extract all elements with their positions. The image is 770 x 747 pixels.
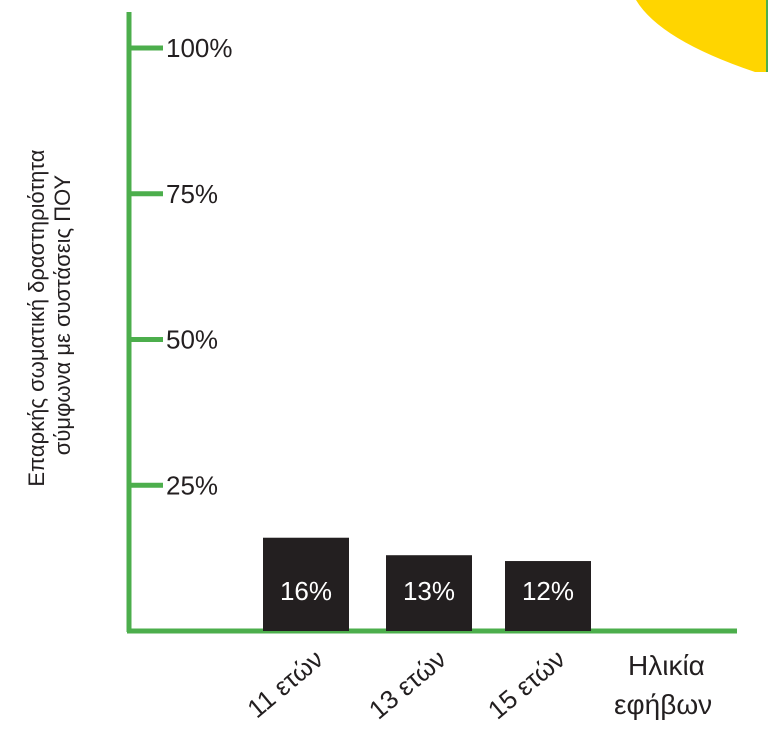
x-tick-label: 11 ετών [241,644,328,724]
bar-value-label: 12% [522,576,574,606]
y-tick-label: 25% [166,470,218,500]
y-tick-label: 100% [166,33,233,63]
bar [386,555,472,631]
y-axis-title-line-2: σύμφωνα με συστάσεις ΠΟΥ [50,174,75,455]
x-tick-label: 13 ετών [363,644,452,725]
y-tick-label: 75% [166,179,218,209]
bar [505,561,591,631]
y-axis-title-line-1: Επαρκής σωματική δραστηριότητα [24,149,49,486]
y-tick-label: 50% [166,325,218,355]
x-axis-title-line-2: εφήβων [614,689,712,720]
bar [263,537,349,631]
x-axis-title: Ηλικία εφήβων [614,650,713,720]
y-axis-title: Επαρκής σωματική δραστηριότητα σύμφωνα μ… [24,143,75,486]
bar-value-label: 16% [280,576,332,606]
decorative-sun-shape [636,0,766,72]
x-tick-label: 15 ετών [482,644,571,725]
bar-value-label: 13% [403,576,455,606]
x-axis-title-line-1: Ηλικία [628,650,705,681]
